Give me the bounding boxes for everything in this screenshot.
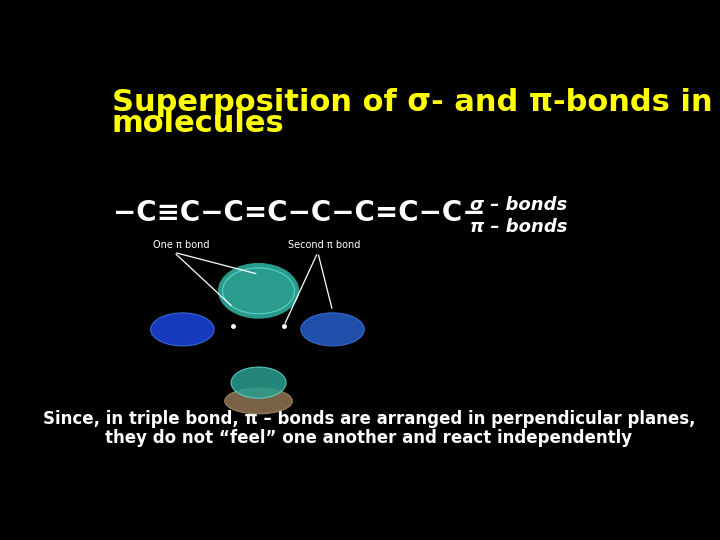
Text: they do not “feel” one another and react independently: they do not “feel” one another and react… [105,429,633,447]
Ellipse shape [219,264,298,318]
Ellipse shape [231,367,286,398]
Text: σ – bonds: σ – bonds [469,196,567,214]
Text: Since, in triple bond, π – bonds are arranged in perpendicular planes,: Since, in triple bond, π – bonds are arr… [42,410,696,428]
Ellipse shape [218,263,300,319]
Text: molecules: molecules [112,110,284,138]
Ellipse shape [224,268,293,314]
Ellipse shape [220,265,297,316]
Ellipse shape [220,265,297,318]
Text: Superposition of σ- and π-bonds in: Superposition of σ- and π-bonds in [112,88,712,117]
Ellipse shape [225,388,292,414]
Text: π – bonds: π – bonds [469,218,567,235]
Ellipse shape [301,313,364,346]
Text: −C≡C−C=C−C−C=C−C−: −C≡C−C=C−C−C=C−C− [113,199,486,227]
Text: Second π bond: Second π bond [288,240,361,251]
Text: One π bond: One π bond [153,240,210,251]
Ellipse shape [222,268,294,314]
Ellipse shape [222,267,295,315]
Ellipse shape [223,267,294,314]
Ellipse shape [150,313,214,346]
Ellipse shape [221,266,296,316]
